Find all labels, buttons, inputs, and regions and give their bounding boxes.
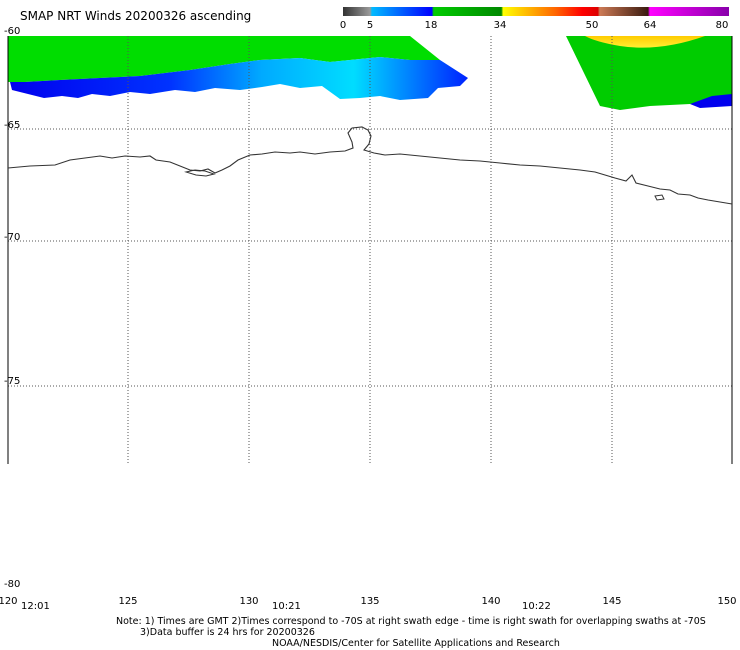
- lat-label-75: -75: [4, 376, 21, 387]
- lat-label-70: -70: [4, 232, 21, 243]
- wind-swath-left-blue: [10, 57, 468, 100]
- longitude-gridlines: [127, 36, 613, 464]
- colorbar-label-5: 5: [366, 20, 374, 31]
- wind-swath-left-green: [8, 36, 440, 82]
- lat-label-65: -65: [4, 120, 21, 131]
- coastline-island-2: [654, 194, 665, 201]
- colorbar-label-0: 0: [339, 20, 347, 31]
- coastline-island: [184, 169, 216, 177]
- note-line-3: NOAA/NESDIS/Center for Satellite Applica…: [272, 638, 560, 649]
- map-title: SMAP NRT Winds 20200326 ascending: [20, 9, 252, 23]
- lon-label-150: 150: [717, 596, 737, 607]
- colorbar-label-50: 50: [585, 20, 599, 31]
- note-line-2: 3)Data buffer is 24 hrs for 20200326: [140, 627, 315, 638]
- colorbar-label-18: 18: [424, 20, 438, 31]
- colorbar-label-34: 34: [493, 20, 507, 31]
- wind-swath-right-green: [566, 36, 732, 110]
- lon-label-135: 135: [360, 596, 380, 607]
- colorbar: [343, 7, 729, 16]
- coastline: [7, 126, 733, 205]
- note-line-1: Note: 1) Times are GMT 2)Times correspon…: [116, 616, 706, 627]
- lon-label-145: 145: [602, 596, 622, 607]
- colorbar-label-64: 64: [643, 20, 657, 31]
- lon-label-120: 120: [0, 596, 18, 607]
- swath-time-2: 10:21: [272, 601, 301, 612]
- lat-label-60: -60: [4, 26, 21, 37]
- lat-label-80: -80: [4, 579, 21, 590]
- wind-swath-right-yellow: [585, 36, 705, 48]
- lon-label-125: 125: [118, 596, 138, 607]
- lon-label-130: 130: [239, 596, 259, 607]
- wind-swath-right-blue: [690, 94, 732, 108]
- swath-time-1: 12:01: [21, 601, 50, 612]
- colorbar-label-80: 80: [715, 20, 729, 31]
- latitude-gridlines: [8, 128, 732, 387]
- swath-time-3: 10:22: [522, 601, 551, 612]
- lon-label-140: 140: [481, 596, 501, 607]
